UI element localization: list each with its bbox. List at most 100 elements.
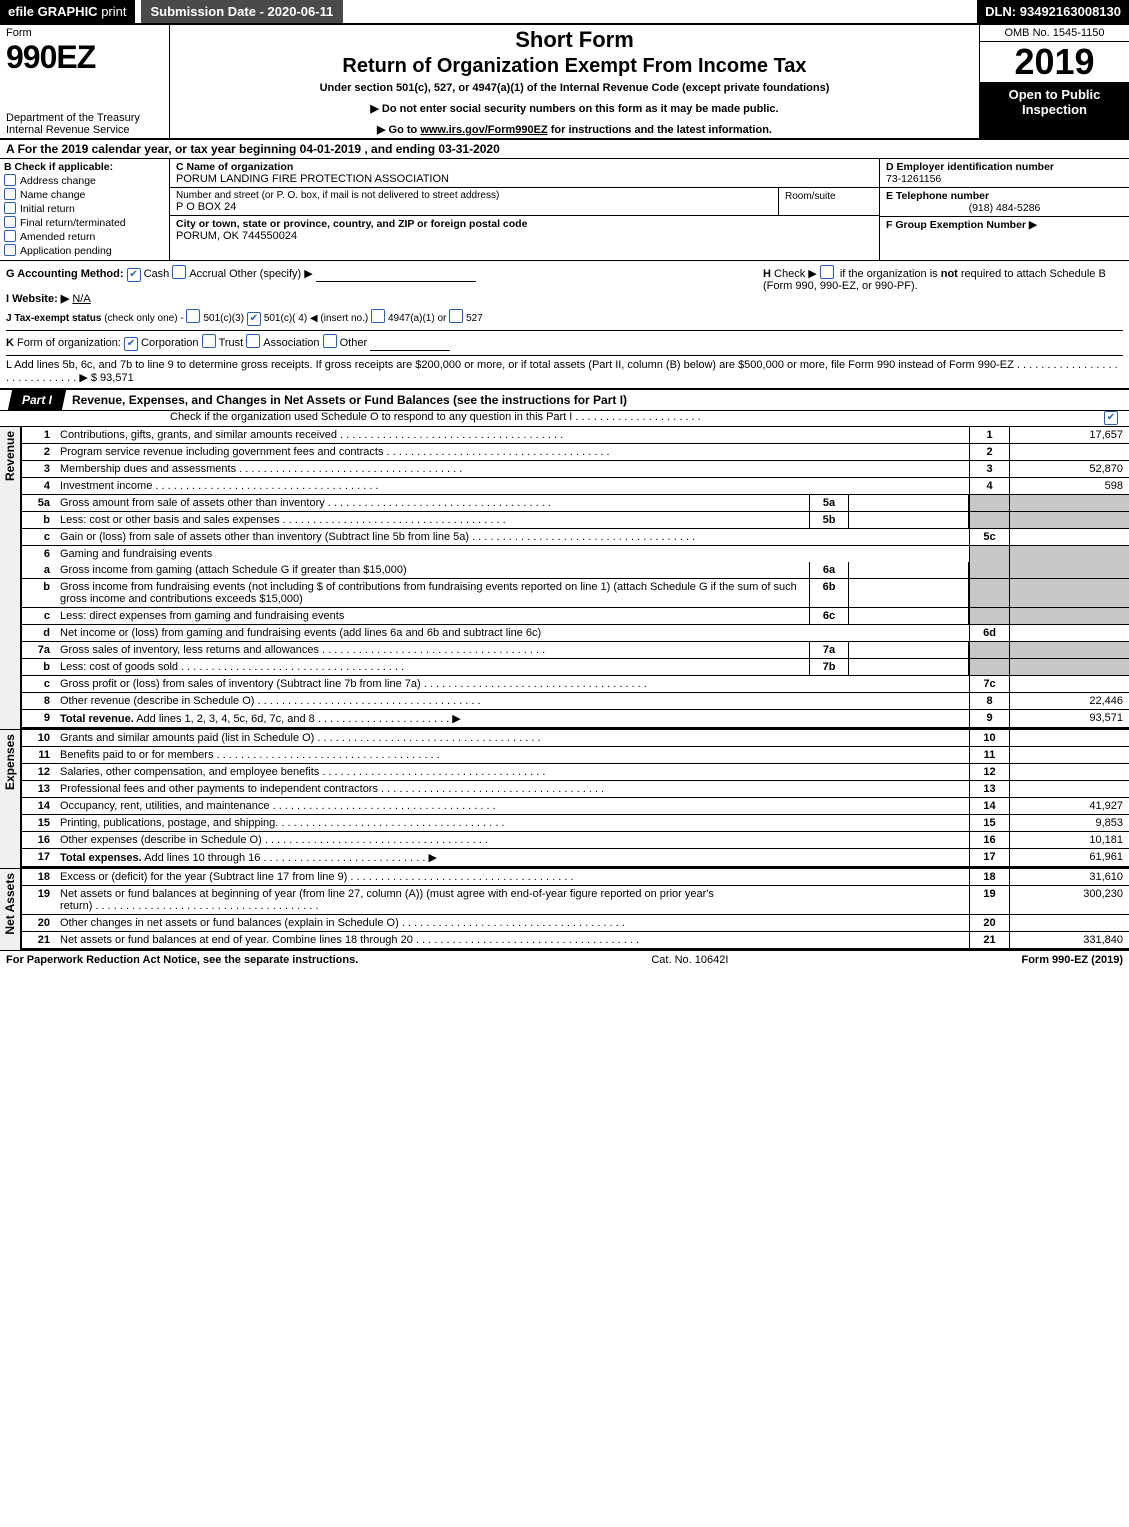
line-5c-col: 5c (969, 529, 1009, 545)
line-17-col: 17 (969, 849, 1009, 866)
line-I-label: I Website: ▶ (6, 293, 69, 305)
box-B-header: B Check if applicable: (4, 161, 165, 173)
dept-line2: Internal Revenue Service (6, 124, 163, 136)
line-11-col: 11 (969, 747, 1009, 763)
cb-other-label: Other (specify) ▶ (229, 268, 313, 280)
line-11-amt (1009, 747, 1129, 763)
cb-amended-return[interactable]: Amended return (4, 230, 165, 243)
line-G-label: G Accounting Method: (6, 268, 124, 280)
other-org-field[interactable] (370, 339, 450, 351)
line-4-desc: Investment income (56, 478, 969, 494)
cb-corporation[interactable] (124, 337, 141, 349)
cb-trust[interactable] (202, 337, 219, 349)
line-20-amt (1009, 915, 1129, 931)
cb-accrual[interactable]: Accrual (172, 268, 226, 280)
line-6c-mval (849, 608, 969, 624)
line-18: 18 Excess or (deficit) for the year (Sub… (22, 869, 1129, 886)
line-18-desc: Excess or (deficit) for the year (Subtra… (56, 869, 969, 885)
line-2-desc: Program service revenue including govern… (56, 444, 969, 460)
ssn-warn: ▶ Do not enter social security numbers o… (178, 102, 971, 115)
line-21-desc: Net assets or fund balances at end of ye… (56, 932, 969, 948)
line-21-col: 21 (969, 932, 1009, 948)
print-link[interactable]: print (101, 4, 126, 19)
page-footer: For Paperwork Reduction Act Notice, see … (0, 950, 1129, 969)
line-17: 17 Total expenses. Add lines 10 through … (22, 849, 1129, 868)
header-left: Form 990EZ Department of the Treasury In… (0, 25, 170, 138)
other-specify-field[interactable] (316, 270, 476, 282)
line-6d-no: d (22, 625, 56, 641)
line-13-col: 13 (969, 781, 1009, 797)
line-10-desc: Grants and similar amounts paid (list in… (56, 730, 969, 746)
open-to-public: Open to Public Inspection (980, 83, 1129, 138)
goto-link[interactable]: www.irs.gov/Form990EZ (420, 124, 547, 136)
group-exemption-label: F Group Exemption Number ▶ (886, 219, 1037, 231)
line-6b-desc: Gross income from fundraising events (no… (56, 579, 809, 607)
line-11-desc: Benefits paid to or for members (56, 747, 969, 763)
cb-501c[interactable] (247, 313, 264, 324)
footer-right: Form 990-EZ (2019) (1021, 954, 1123, 966)
line-19-no: 19 (22, 886, 56, 914)
phone-cell: E Telephone number (918) 484-5286 (880, 188, 1129, 217)
line-2-amt (1009, 444, 1129, 460)
line-5b-desc: Less: cost or other basis and sales expe… (56, 512, 809, 528)
footer-right-post: (2019) (1088, 954, 1123, 966)
line-10-col: 10 (969, 730, 1009, 746)
cb-application-pending[interactable]: Application pending (4, 244, 165, 257)
line-G-H: G Accounting Method: Cash Accrual Other … (0, 261, 1129, 388)
line-1-desc: Contributions, gifts, grants, and simila… (56, 427, 969, 443)
line-A-tax-year: A For the 2019 calendar year, or tax yea… (0, 140, 1129, 159)
line-5b-mini: 5b (809, 512, 849, 528)
line-1-no: 1 (22, 427, 56, 443)
box-B: B Check if applicable: Address change Na… (0, 159, 170, 260)
line-21-amt: 331,840 (1009, 932, 1129, 948)
line-7c-desc: Gross profit or (loss) from sales of inv… (56, 676, 969, 692)
line-19-desc: Net assets or fund balances at beginning… (56, 886, 969, 914)
cb-association[interactable] (246, 337, 263, 349)
cb-address-change[interactable]: Address change (4, 174, 165, 187)
cb-4947a1[interactable] (371, 313, 388, 324)
cb-other-org[interactable] (323, 337, 340, 349)
line-6d: d Net income or (loss) from gaming and f… (22, 625, 1129, 642)
dept-line1: Department of the Treasury (6, 112, 163, 124)
line-3-amt: 52,870 (1009, 461, 1129, 477)
cb-name-change[interactable]: Name change (4, 188, 165, 201)
submission-date-value: 2020-06-11 (268, 4, 334, 19)
cb-cash[interactable]: Cash (127, 268, 170, 280)
line-16-desc: Other expenses (describe in Schedule O) (56, 832, 969, 848)
line-4-amt: 598 (1009, 478, 1129, 494)
cb-527[interactable] (449, 313, 466, 324)
line-7b-no: b (22, 659, 56, 675)
website-value: N/A (72, 293, 90, 305)
line-16: 16 Other expenses (describe in Schedule … (22, 832, 1129, 849)
cb-no-schedule-b[interactable] (820, 268, 837, 280)
street-value: P O BOX 24 (176, 201, 772, 213)
efile-text: efile GRAPHIC (8, 4, 98, 19)
line-7a-amt-shade (1009, 642, 1129, 658)
line-5a-col-shade (969, 495, 1009, 511)
form-number: 990EZ (6, 39, 163, 76)
submission-date-box: Submission Date - 2020-06-11 (141, 0, 344, 23)
line-21-no: 21 (22, 932, 56, 948)
cb-initial-return[interactable]: Initial return (4, 202, 165, 215)
line-12-amt (1009, 764, 1129, 780)
line-12-no: 12 (22, 764, 56, 780)
goto-line: ▶ Go to www.irs.gov/Form990EZ for instru… (178, 123, 971, 136)
netassets-section: Net Assets 18 Excess or (deficit) for th… (0, 868, 1129, 950)
line-6b-no: b (22, 579, 56, 607)
line-H: H Check ▶ if the organization is not req… (763, 265, 1123, 292)
line-13: 13 Professional fees and other payments … (22, 781, 1129, 798)
cb-final-return[interactable]: Final return/terminated (4, 216, 165, 229)
tax-year: 2019 (980, 42, 1129, 83)
line-6c-no: c (22, 608, 56, 624)
line-6-desc: Gaming and fundraising events (56, 546, 969, 562)
line-7b-col-shade (969, 659, 1009, 675)
line-1-amt: 17,657 (1009, 427, 1129, 443)
line-K: K Form of organization: Corporation Trus… (6, 330, 1123, 351)
line-7b-mval (849, 659, 969, 675)
cb-501c3[interactable] (186, 313, 203, 324)
line-5a-no: 5a (22, 495, 56, 511)
cb-schedule-o-used[interactable] (1104, 411, 1121, 425)
line-3-col: 3 (969, 461, 1009, 477)
dln-box: DLN: 93492163008130 (977, 0, 1129, 23)
org-name-label: C Name of organization (176, 161, 873, 173)
